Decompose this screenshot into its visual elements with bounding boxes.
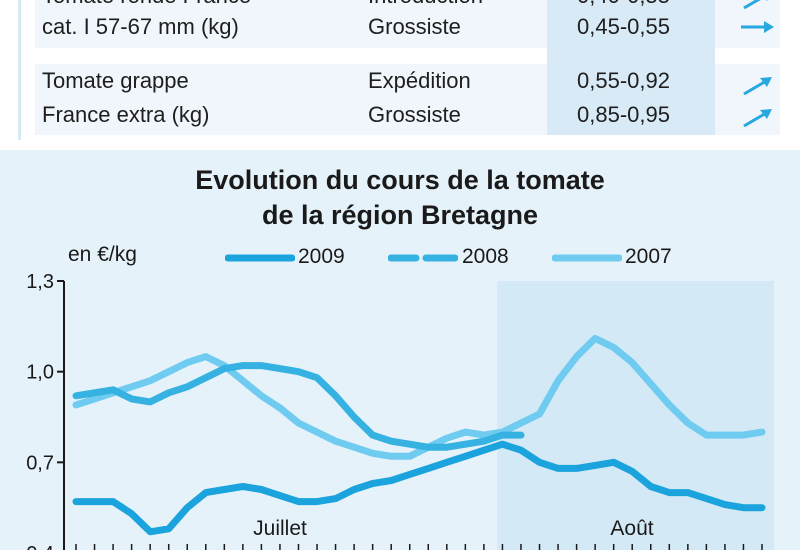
y-axis-unit-label: en €/kg (68, 243, 137, 266)
y-tick-label: 1,0 (26, 362, 54, 384)
legend-swatch-2008 (388, 254, 458, 262)
market-stage: Expédition (368, 68, 471, 93)
market-stage: Grossiste (368, 102, 461, 127)
price-table: Tomate ronde France cat. I 57-67 mm (kg)… (0, 0, 800, 140)
trend-up-arrow-icon (743, 0, 768, 10)
legend-swatch-2007 (552, 254, 622, 262)
price-range: 0,55-0,92 (577, 68, 670, 93)
market-stage: Introduction (368, 0, 483, 13)
legend-label-2007: 2007 (625, 245, 672, 268)
series-line-2008 (72, 362, 525, 451)
table-left-border (18, 0, 21, 140)
y-tick-label: 0,7 (26, 452, 54, 474)
product-name-line1: Tomate grappe (42, 68, 189, 93)
y-tick-label: 1,3 (26, 271, 54, 293)
trend-up-arrow-icon (743, 77, 772, 96)
series-line-2007 (72, 334, 766, 460)
chart-title-line2: de la région Bretagne (261, 200, 539, 230)
trend-stable-arrow-icon (741, 21, 774, 33)
legend-swatch-2009 (225, 254, 295, 262)
trend-up-arrow-icon (743, 109, 772, 128)
price-column-bg (547, 0, 715, 135)
x-period-label: Août (610, 517, 653, 540)
y-tick-label: 0,4 (26, 543, 54, 550)
chart-title-line1: Evolution du cours de la tomate (195, 165, 605, 195)
market-stage: Grossiste (368, 14, 461, 39)
legend-label-2009: 2009 (298, 245, 345, 268)
legend-label-2008: 2008 (462, 245, 509, 268)
price-range: 0,45-0,55 (577, 14, 670, 39)
product-name-line1: Tomate ronde France (42, 0, 251, 13)
price-range: 0,40-0,55 (577, 0, 670, 13)
price-range: 0,85-0,95 (577, 102, 670, 127)
x-period-label: Juillet (253, 517, 307, 540)
series-line-2009 (72, 440, 766, 536)
product-name-line2: France extra (kg) (42, 102, 210, 127)
product-name-line2: cat. I 57-67 mm (kg) (42, 14, 239, 39)
